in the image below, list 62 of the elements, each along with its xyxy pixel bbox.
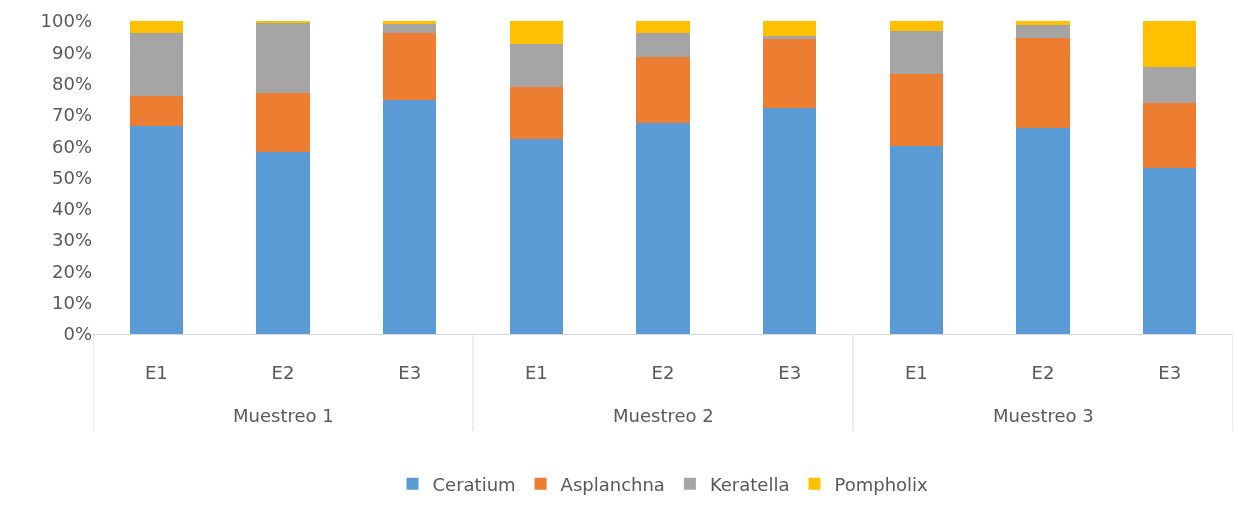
bar: [383, 21, 437, 24]
bar: [383, 33, 437, 101]
bar: [889, 31, 943, 74]
x-tick-label: E3: [1158, 361, 1182, 383]
legend-label: Pompholix: [834, 473, 929, 495]
bar: [509, 87, 563, 139]
legend-label: Ceratium: [432, 473, 516, 495]
bar: [1016, 24, 1070, 38]
bar: [763, 38, 817, 108]
bar: [889, 21, 943, 32]
bar: [509, 21, 563, 44]
x-tick-label: E3: [778, 361, 802, 383]
bar: [256, 152, 310, 334]
bar: [636, 56, 690, 123]
y-tick-label: 40%: [51, 198, 92, 220]
bar: [509, 43, 563, 88]
bar: [129, 33, 183, 97]
bar: [1016, 128, 1070, 334]
bar: [129, 125, 183, 334]
bar: [1016, 21, 1070, 25]
y-tick-label: 0%: [63, 323, 92, 345]
y-tick-label: 50%: [51, 166, 92, 188]
x-tick-label: E1: [904, 361, 928, 383]
y-tick-label: 80%: [51, 72, 92, 94]
bar: [509, 139, 563, 334]
x-tick-label: E1: [144, 361, 168, 383]
bar: [763, 107, 817, 334]
bar: [636, 33, 690, 57]
y-tick-label: 90%: [51, 41, 92, 63]
bar: [383, 23, 437, 34]
y-tick-label: 30%: [51, 229, 92, 251]
bar: [383, 100, 437, 334]
bar: [256, 22, 310, 93]
legend-label: Asplanchna: [560, 473, 665, 495]
text: Muestreo 3: [993, 405, 1094, 426]
bar: [129, 21, 183, 34]
bar: [636, 21, 690, 34]
bar: [256, 92, 310, 153]
y-tick-label: 70%: [51, 104, 92, 126]
y-tick-label: 60%: [51, 135, 92, 157]
x-tick-label: E1: [524, 361, 548, 383]
bar: [889, 145, 943, 334]
x-tick-label: E2: [651, 361, 675, 383]
bar: [1143, 21, 1197, 68]
y-tick-label: 20%: [51, 260, 92, 282]
x-tick-label: E2: [1031, 361, 1055, 383]
bar: [129, 96, 183, 126]
bar: [763, 21, 817, 36]
bar: [636, 122, 690, 334]
bar: [763, 35, 817, 39]
bar: [1016, 37, 1070, 129]
text: Muestreo 1: [233, 405, 334, 426]
bar: [1143, 67, 1197, 104]
y-tick-label: 10%: [51, 292, 92, 313]
bar: [1143, 103, 1197, 169]
bar: [889, 73, 943, 146]
y-tick-label: 100%: [40, 10, 92, 32]
x-tick-label: E3: [398, 361, 422, 383]
text: Muestreo 2: [613, 405, 714, 426]
legend-label: Keratella: [709, 473, 790, 495]
bar: [1143, 168, 1197, 334]
x-tick-label: E2: [271, 361, 295, 383]
